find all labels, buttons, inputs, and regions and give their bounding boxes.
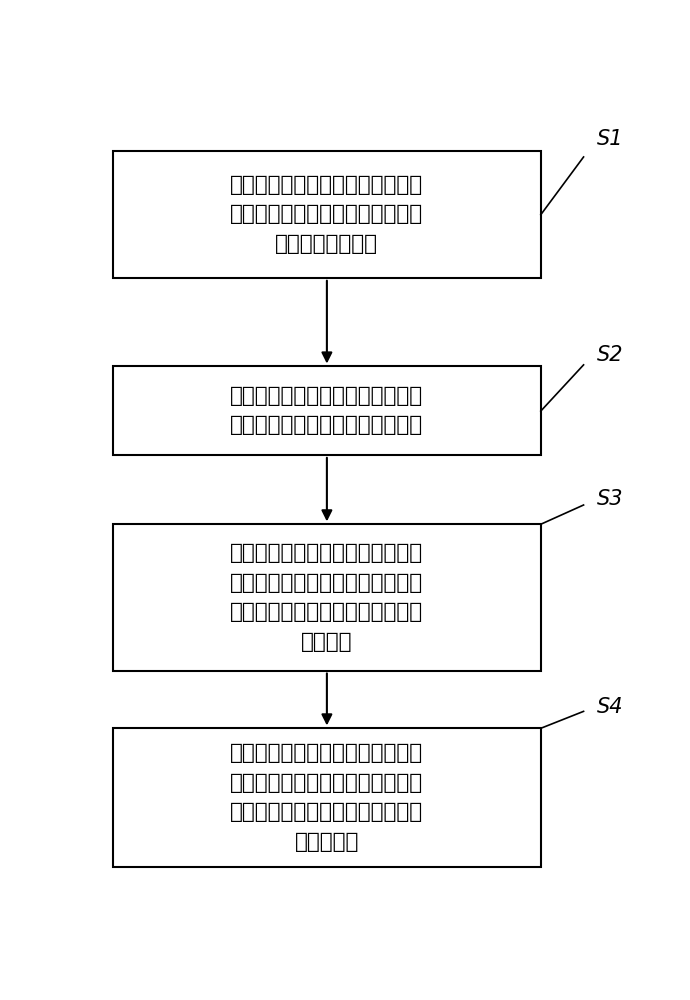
Bar [113, 366, 541, 455]
Text: 根据频谱规划要求将通信系统工作
频带划分为若干互不相交的子频段: 根据频谱规划要求将通信系统工作 频带划分为若干互不相交的子频段 [230, 386, 424, 435]
Text: 采用正交频分多址技术，将子域间
中心节点间通信的子频段对应子载
波设置为有效子载波，其余设置为
虚拟子载波: 采用正交频分多址技术，将子域间 中心节点间通信的子频段对应子载 波设置为有效子载… [230, 743, 424, 852]
Text: S3: S3 [597, 489, 624, 509]
Text: 采用正交频分多址技术，将子域内
子节点间通信的子频段对应子载波
设置为有效子载波，其余设置为虚
拟子载波: 采用正交频分多址技术，将子域内 子节点间通信的子频段对应子载波 设置为有效子载波… [230, 543, 424, 652]
Bar [113, 728, 541, 867]
Bar [113, 524, 541, 671]
Bar [113, 151, 541, 278]
Text: S4: S4 [597, 697, 624, 717]
Text: S1: S1 [597, 129, 624, 149]
Text: S2: S2 [597, 345, 624, 365]
Text: 在子节点中设定一个或多个主节点
以及中心节点，物理通信距离靠近
的子节点构成子域: 在子节点中设定一个或多个主节点 以及中心节点，物理通信距离靠近 的子节点构成子域 [230, 175, 424, 254]
